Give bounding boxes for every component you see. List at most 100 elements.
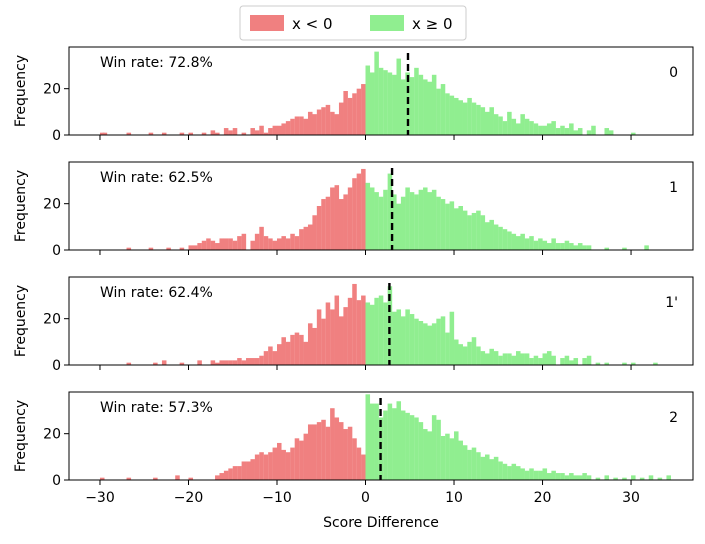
histogram-bar [330,111,335,135]
histogram-bar [498,461,503,480]
histogram-bar [449,201,455,250]
histogram-bar [387,173,393,250]
histogram-bar [604,247,610,250]
histogram-bar [604,475,610,480]
histogram-bar [197,360,202,365]
histogram-bar [197,243,202,250]
histogram-bar [374,297,379,365]
histogram-bar [418,321,424,365]
histogram-bar [560,473,565,480]
histogram-bar [560,125,565,135]
y-tick-label: 0 [52,128,61,144]
histogram-bar [405,412,410,480]
histogram-bar [515,236,521,250]
histogram-bar [343,194,348,250]
histogram-bar [573,130,579,135]
histogram-bar [361,84,366,135]
histogram-bar [316,109,322,135]
histogram-bar [290,334,295,365]
histogram-bar [325,196,331,250]
y-axis-label: Frequency [13,55,29,127]
histogram-bar [334,114,340,135]
histogram-bar [489,219,494,250]
histogram-bar [365,182,371,250]
histogram-bar [436,419,441,480]
histogram-bar [414,67,419,135]
histogram-bar [312,327,317,365]
histogram-bar [303,226,309,250]
histogram-bar [369,72,375,135]
y-axis-label: Frequency [13,170,29,242]
panel-label: 1' [665,295,678,311]
histogram-bar [515,351,521,365]
histogram-bar [595,362,601,365]
x-tick-label: −30 [85,490,115,506]
histogram-bar [520,353,525,365]
histogram-bar [569,123,574,135]
histogram-bar [631,475,636,480]
win-rate-label: Win rate: 72.8% [100,55,213,71]
histogram-bar [369,304,375,365]
histogram-bar [622,362,627,365]
histogram-bar [476,210,481,250]
histogram-bar [312,114,317,135]
histogram-bar [268,238,273,250]
histogram-bar [223,238,229,250]
histogram-bar [175,475,180,480]
histogram-bar [436,196,441,250]
histogram-bar [294,236,300,250]
histogram-bar [299,116,304,135]
histogram-bar [462,102,468,135]
histogram-bar [179,247,185,250]
x-tick-label: 20 [534,490,552,506]
histogram-bar [365,302,371,365]
histogram-bar [418,422,424,480]
histogram-bar [427,192,432,250]
histogram-bar [232,128,238,135]
histogram-bar [582,358,587,365]
histogram-bar [405,187,410,250]
histogram-bar [228,238,233,250]
histogram-bar [99,477,105,480]
histogram-bar [254,358,260,365]
histogram-bar [396,401,402,480]
histogram-bar [423,79,428,135]
histogram-bar [383,70,388,135]
histogram-bar [166,247,171,250]
win-rate-label: Win rate: 62.5% [100,170,213,186]
histogram-panel: 0 20 Frequency Win rate: 62.5% 1 [13,161,694,259]
histogram-bar [449,438,455,480]
histogram-bar [312,215,317,250]
histogram-bar [427,431,432,480]
histogram-bar [569,243,574,250]
y-tick-label: 20 [43,82,61,98]
histogram-bar [330,408,335,480]
histogram-bar [551,470,556,480]
histogram-bar [542,240,548,250]
histogram-bar [436,88,441,135]
histogram-bar [493,351,499,365]
histogram-bar [591,125,596,135]
histogram-bar [387,403,393,480]
histogram-bar [179,132,185,135]
histogram-bar [436,318,441,365]
histogram-bar [188,245,194,250]
histogram-bar [338,316,344,365]
panel-label: 2 [669,410,678,426]
histogram-bar [418,189,424,250]
histogram-bar [126,477,132,480]
histogram-bar [126,362,132,365]
histogram-bar [507,111,512,135]
histogram-bar [564,128,570,135]
histogram-bar [480,456,486,480]
histogram-bar [485,222,490,250]
histogram-bar [564,355,570,365]
histogram-bar [573,245,579,250]
histogram-bar [595,477,601,480]
y-tick-label: 20 [43,427,61,443]
histogram-bar [334,417,340,480]
histogram-bar [188,132,194,135]
histogram-bar [458,344,463,365]
histogram-bar [330,309,335,365]
histogram-bar [272,351,278,365]
